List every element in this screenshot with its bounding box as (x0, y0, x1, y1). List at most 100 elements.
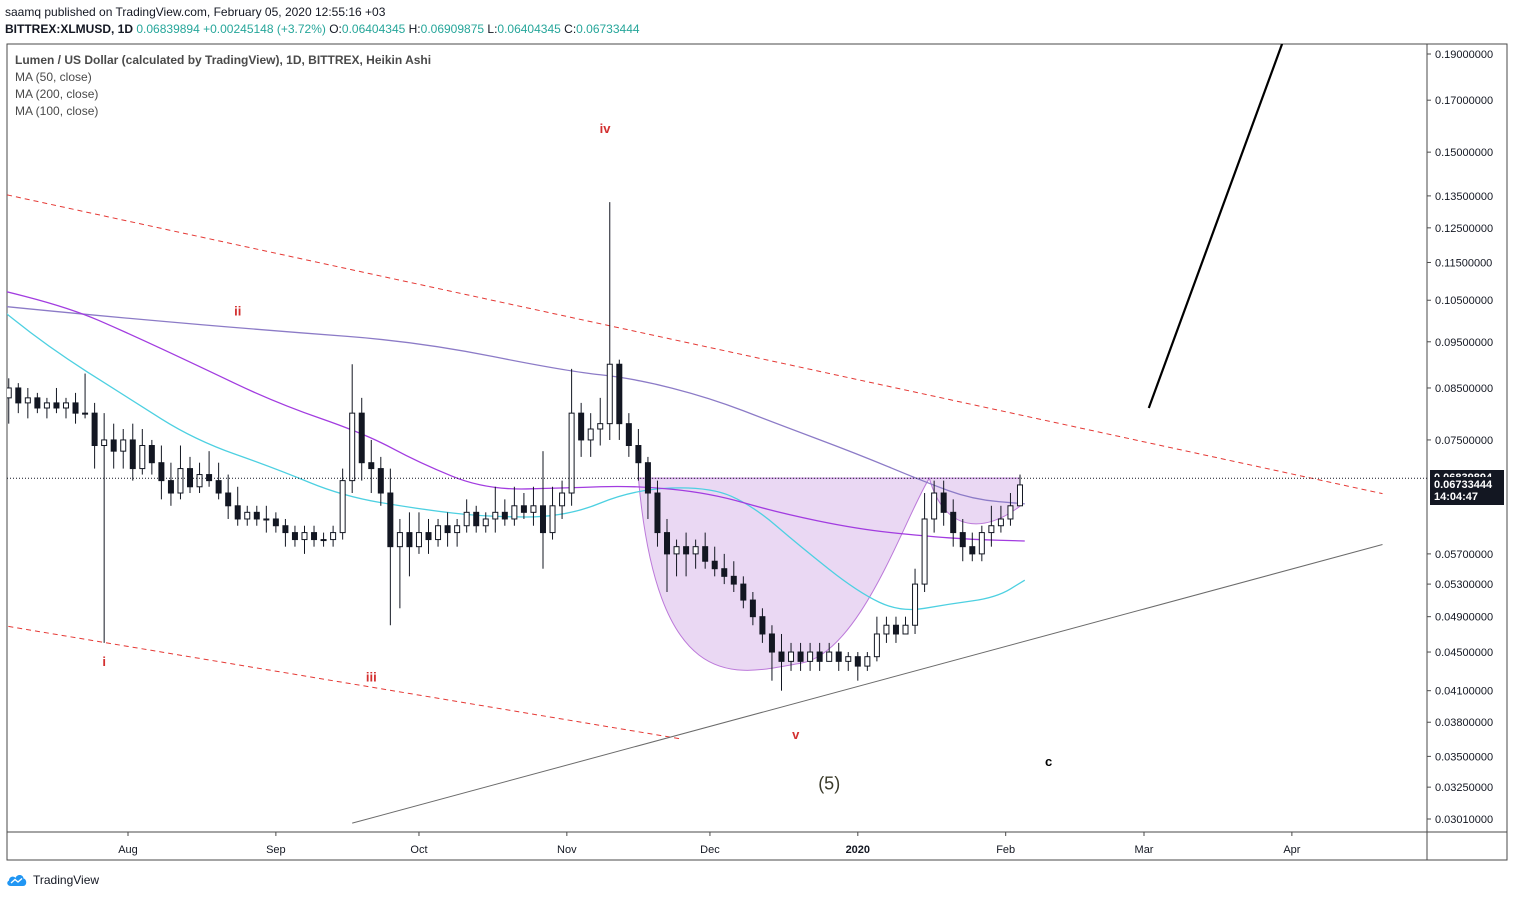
candle (62, 397, 69, 419)
tradingview-logo[interactable]: TradingView (6, 871, 99, 889)
candle (864, 652, 871, 671)
candle-body (358, 412, 365, 464)
candle-body (139, 445, 146, 470)
close-label: C: (564, 22, 577, 36)
ma50-line (7, 313, 1026, 611)
candle (797, 642, 804, 671)
price-tick-label: 0.07500000 (1435, 435, 1493, 447)
candle-body (330, 532, 337, 541)
candle-body (24, 397, 31, 404)
candle (377, 456, 384, 506)
candle-body (692, 546, 699, 555)
candle-body (788, 651, 795, 662)
candle (244, 505, 251, 526)
candle (788, 642, 795, 671)
candle-body (406, 532, 413, 548)
candle-body (673, 546, 680, 555)
candle-body (873, 633, 880, 658)
candle (0, 369, 2, 408)
candle-body (1016, 484, 1023, 507)
candle-body (177, 468, 184, 494)
candle-body (892, 624, 899, 635)
candle-body (301, 532, 308, 541)
candle-body (110, 439, 117, 452)
candle (835, 642, 842, 671)
candle-body (148, 445, 155, 464)
candle (187, 456, 194, 494)
candle-body (549, 505, 556, 534)
candle (988, 505, 995, 547)
candle (826, 642, 833, 662)
candle (511, 486, 518, 526)
time-tick-label-mar: Mar (1135, 844, 1154, 856)
candle-body (807, 651, 814, 662)
candle (950, 499, 957, 547)
price-tick-label: 0.04900000 (1435, 612, 1493, 624)
candle (978, 525, 985, 562)
candle-body (702, 546, 709, 562)
symbol[interactable]: BITTREX:XLMUSD, 1D (5, 22, 134, 36)
candle (225, 474, 232, 519)
candle-body (387, 492, 394, 548)
price-tick-label: 0.03500000 (1435, 751, 1493, 763)
candle (816, 642, 823, 671)
candle (435, 518, 442, 547)
candle-body (501, 511, 508, 520)
ma100-legend[interactable]: MA (100, close) (15, 104, 99, 118)
candle (24, 387, 31, 419)
candle (730, 561, 737, 593)
candle (72, 392, 79, 424)
price-tick-label: 0.03250000 (1435, 782, 1493, 794)
candle-body (263, 518, 270, 521)
candle (301, 525, 308, 554)
wave-label-5: (5) (818, 774, 840, 794)
candle-body (921, 518, 928, 585)
candle-body (940, 492, 947, 513)
candle-body (854, 656, 861, 667)
candle-body (349, 412, 356, 482)
candle (644, 456, 651, 519)
price-tick-label: 0.04500000 (1435, 647, 1493, 659)
wave-label-iii: iii (366, 670, 377, 685)
series-title[interactable]: Lumen / US Dollar (calculated by Trading… (15, 53, 432, 67)
candle-body (606, 363, 613, 425)
candle (139, 429, 146, 475)
candle (892, 616, 899, 643)
candle (91, 402, 98, 469)
candle-body (749, 599, 756, 618)
ma50-legend[interactable]: MA (50, close) (15, 70, 92, 84)
candle (625, 413, 632, 457)
candle-body (740, 583, 747, 601)
last-price: 0.06839894 (136, 22, 200, 36)
candle-body (778, 651, 785, 662)
candle-body (931, 492, 938, 520)
candle-body (435, 525, 442, 541)
price-tick-label: 0.12500000 (1435, 223, 1493, 235)
wave-label-i: i (102, 654, 106, 669)
candle-body (578, 412, 585, 441)
candle (673, 539, 680, 577)
candle (664, 518, 671, 593)
candle-body (759, 616, 766, 635)
candle (616, 359, 623, 440)
candle (597, 397, 604, 446)
candle-body (530, 505, 537, 513)
candle-body (721, 568, 728, 577)
time-tick-label-2020: 2020 (846, 844, 870, 856)
ma200-legend[interactable]: MA (200, close) (15, 87, 99, 101)
open-value: 0.06404345 (341, 22, 406, 36)
time-tick-label-oct: Oct (410, 844, 427, 856)
price-tick-label: 0.04100000 (1435, 686, 1493, 698)
candle-body (91, 412, 98, 447)
candle-body (568, 412, 575, 494)
candle (406, 512, 413, 577)
candle-body (492, 511, 499, 520)
candle-body (43, 402, 50, 409)
candle (167, 462, 174, 506)
candle (654, 480, 661, 547)
candle (82, 373, 89, 419)
candle-body (997, 518, 1004, 527)
close-price-tag: 0.06733444 (1430, 476, 1504, 493)
